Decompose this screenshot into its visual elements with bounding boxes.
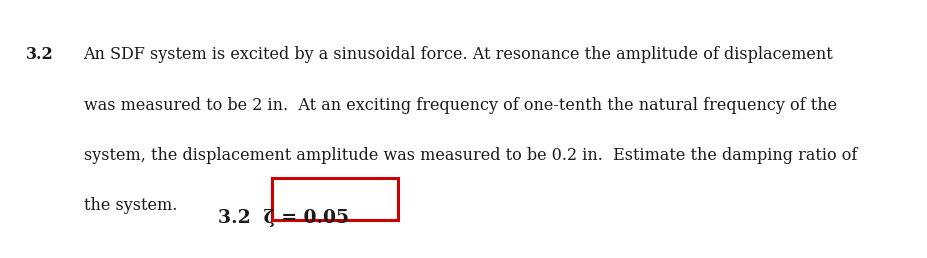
FancyBboxPatch shape [273, 178, 398, 220]
Text: An SDF system is excited by a sinusoidal force. At resonance the amplitude of di: An SDF system is excited by a sinusoidal… [83, 46, 832, 63]
Text: was measured to be 2 in.  At an exciting frequency of one-tenth the natural freq: was measured to be 2 in. At an exciting … [83, 97, 836, 114]
Text: 3.2  ζ = 0.05: 3.2 ζ = 0.05 [217, 209, 349, 227]
Text: the system.: the system. [83, 197, 177, 214]
Text: 3.2: 3.2 [26, 46, 54, 63]
Text: system, the displacement amplitude was measured to be 0.2 in.  Estimate the damp: system, the displacement amplitude was m… [83, 147, 856, 164]
